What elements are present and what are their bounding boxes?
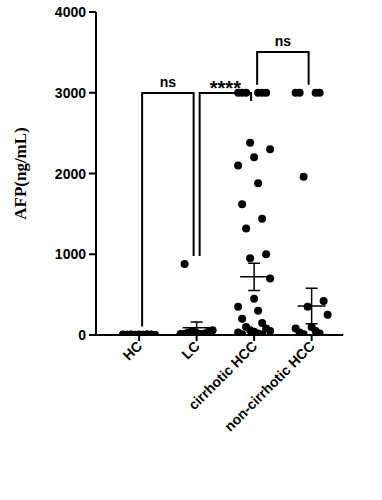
data-point (258, 215, 266, 223)
data-point (234, 303, 242, 311)
y-tick (89, 253, 96, 255)
error-bar (306, 288, 318, 324)
x-tick (196, 335, 198, 341)
data-point (262, 89, 270, 97)
data-point (238, 315, 246, 323)
significance-bracket (257, 52, 309, 85)
y-tick (89, 334, 96, 336)
x-tick-label: non-cirrhotic HCC (221, 338, 318, 435)
data-point (250, 153, 258, 161)
x-tick-label: HC (120, 338, 146, 364)
data-point (181, 260, 189, 268)
x-tick-label: LC (178, 338, 203, 363)
data-point (324, 311, 332, 319)
data-point (262, 250, 270, 258)
data-point (246, 254, 254, 262)
x-tick (311, 335, 313, 341)
y-tick (89, 11, 96, 13)
data-point (266, 327, 274, 335)
data-point (250, 295, 258, 303)
y-tick-label: 0 (78, 327, 86, 343)
data-point (300, 173, 308, 181)
error-bar (248, 263, 260, 290)
data-point (316, 89, 324, 97)
y-tick-label: 2000 (55, 166, 86, 182)
data-point (177, 331, 185, 335)
y-tick-label: 4000 (55, 4, 86, 20)
data-point (238, 330, 246, 335)
data-point (266, 274, 274, 282)
significance-label: ns (160, 74, 177, 90)
x-tick (253, 335, 255, 341)
data-point (254, 179, 262, 187)
y-axis-label: AFP(ng/mL) (11, 127, 30, 220)
y-tick-label: 3000 (55, 85, 86, 101)
data-point (177, 330, 185, 335)
y-tick (89, 92, 96, 94)
data-point (246, 139, 254, 147)
y-tick (89, 173, 96, 175)
x-tick (138, 335, 140, 341)
data-point (238, 200, 246, 208)
chart: 01000200030004000AFP(ng/mL)HCLCcirrhotic… (0, 0, 382, 500)
data-point (300, 330, 308, 335)
data-point (320, 297, 328, 305)
data-group (119, 89, 332, 335)
significance-label: ns (275, 33, 292, 49)
mean-line (125, 334, 153, 335)
y-tick-label: 1000 (55, 246, 86, 262)
data-point (258, 331, 266, 335)
data-point (296, 89, 304, 97)
error-bar (133, 334, 145, 335)
significance-label: **** (210, 77, 241, 99)
data-point (254, 307, 262, 315)
data-point (316, 329, 324, 335)
data-point (234, 161, 242, 169)
error-bar (191, 322, 203, 333)
data-point (266, 145, 274, 153)
data-point (304, 303, 312, 311)
significance-bracket (142, 93, 194, 326)
significance-bracket (200, 93, 252, 256)
data-point (242, 224, 250, 232)
